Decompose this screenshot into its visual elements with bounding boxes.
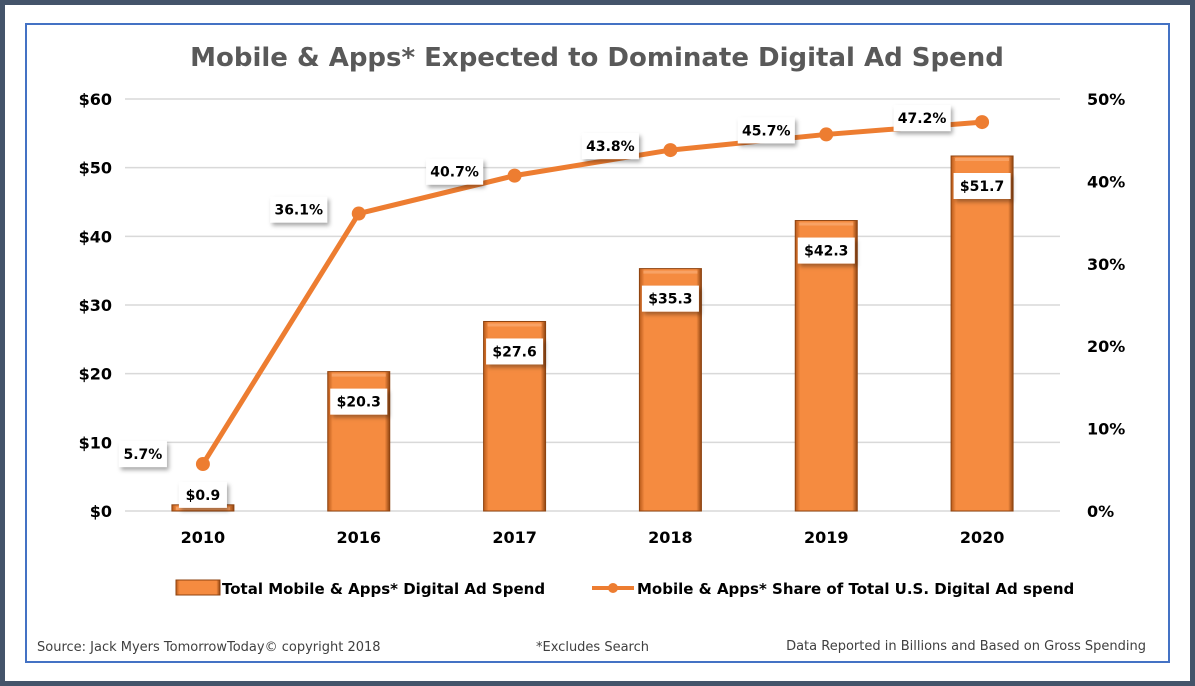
- legend-bar-swatch: [175, 579, 221, 596]
- x-tick-label: 2016: [336, 528, 381, 547]
- y-left-tick-label: $0: [90, 502, 112, 521]
- svg-text:$42.3: $42.3: [804, 244, 848, 260]
- svg-text:$35.3: $35.3: [648, 292, 692, 308]
- bar-data-label: $42.3: [797, 237, 855, 264]
- line-marker-2010[interactable]: [195, 457, 210, 472]
- svg-text:47.2%: 47.2%: [898, 111, 947, 127]
- y-left-tick-label: $10: [79, 433, 112, 452]
- y-right-tick-label: 0%: [1087, 502, 1114, 521]
- share-line: [200, 119, 983, 466]
- y-left-tick-label: $20: [79, 365, 112, 384]
- x-tick-label: 2018: [648, 528, 693, 547]
- bar-data-label: $35.3: [641, 285, 699, 312]
- svg-text:$51.7: $51.7: [960, 179, 1004, 195]
- y-right-tick-label: 10%: [1087, 420, 1125, 439]
- bar-bevel: [175, 506, 230, 510]
- line-data-label: 45.7%: [737, 117, 795, 144]
- line-marker-2017[interactable]: [507, 168, 522, 183]
- svg-text:43.8%: 43.8%: [586, 139, 635, 155]
- svg-text:$0.9: $0.9: [186, 488, 221, 504]
- y-left-tick-label: $40: [79, 227, 112, 246]
- y-right-tick-label: 40%: [1087, 172, 1125, 191]
- y-left-tick-label: $30: [79, 296, 112, 315]
- legend-item-line[interactable]: Mobile & Apps* Share of Total U.S. Digit…: [592, 580, 1074, 598]
- bar-2019[interactable]: [794, 220, 858, 512]
- y-left-tick-label: $50: [79, 159, 112, 178]
- legend-marker: [608, 583, 618, 593]
- bar: [950, 155, 1014, 512]
- x-tick-label: 2019: [804, 528, 849, 547]
- line-data-label: 36.1%: [270, 196, 328, 223]
- source-note: Source: Jack Myers TomorrowToday© copyri…: [37, 640, 381, 655]
- line-data-label: 47.2%: [893, 105, 951, 132]
- line-marker-2018[interactable]: [663, 143, 678, 158]
- svg-text:$20.3: $20.3: [337, 395, 381, 411]
- bar-data-label: $0.9: [178, 481, 227, 508]
- bar: [794, 220, 858, 512]
- bar-bevel: [799, 222, 854, 226]
- y-right-tick-label: 20%: [1087, 337, 1125, 356]
- y-left-tick-label: $60: [79, 90, 112, 109]
- line-data-label: 43.8%: [581, 133, 639, 160]
- svg-text:36.1%: 36.1%: [274, 203, 323, 219]
- bar-data-label: $20.3: [330, 388, 388, 415]
- excludes-note: *Excludes Search: [536, 640, 649, 655]
- bar-bevel: [331, 373, 386, 377]
- bar-bevel: [955, 157, 1010, 161]
- x-tick-label: 2017: [492, 528, 537, 547]
- svg-text:45.7%: 45.7%: [742, 123, 791, 139]
- x-tick-label: 2010: [181, 528, 226, 547]
- line-data-label: 40.7%: [426, 158, 484, 185]
- line-data-label: 5.7%: [118, 441, 167, 468]
- legend-label-bar: Total Mobile & Apps* Digital Ad Spend: [222, 580, 545, 598]
- y-right-tick-label: 30%: [1087, 255, 1125, 274]
- svg-text:40.7%: 40.7%: [430, 165, 479, 181]
- legend-label-line: Mobile & Apps* Share of Total U.S. Digit…: [637, 580, 1074, 598]
- bar-data-label: $27.6: [486, 338, 544, 365]
- bar-bevel: [487, 323, 542, 327]
- svg-text:5.7%: 5.7%: [124, 447, 163, 463]
- line-marker-2016[interactable]: [351, 206, 366, 221]
- chart-title: Mobile & Apps* Expected to Dominate Digi…: [190, 43, 1004, 73]
- units-note: Data Reported in Billions and Based on G…: [786, 639, 1146, 654]
- bar-2020[interactable]: [950, 155, 1014, 512]
- line-marker-2019[interactable]: [819, 127, 834, 142]
- x-tick-label: 2020: [960, 528, 1005, 547]
- legend: Total Mobile & Apps* Digital Ad Spend Mo…: [175, 579, 1074, 598]
- bar-data-label: $51.7: [953, 172, 1011, 199]
- svg-text:$27.6: $27.6: [492, 344, 536, 360]
- y-right-tick-label: 50%: [1087, 90, 1125, 109]
- line-marker-2020[interactable]: [975, 115, 990, 130]
- legend-item-bar[interactable]: Total Mobile & Apps* Digital Ad Spend: [175, 579, 545, 598]
- bar-bevel: [643, 270, 698, 274]
